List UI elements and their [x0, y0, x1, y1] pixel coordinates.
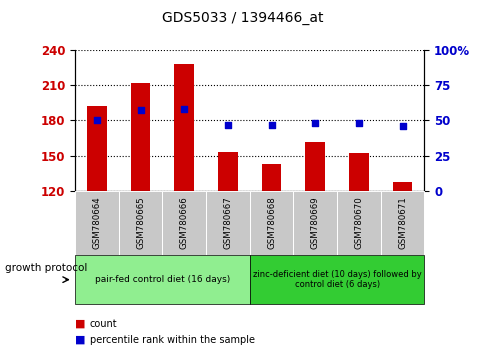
Point	[93, 118, 101, 123]
Text: GSM780669: GSM780669	[310, 197, 319, 249]
Bar	[218, 152, 237, 191]
Bar	[305, 142, 324, 191]
Bar	[87, 106, 106, 191]
Point	[311, 120, 318, 126]
Text: GSM780665: GSM780665	[136, 196, 145, 250]
Text: percentile rank within the sample: percentile rank within the sample	[90, 335, 254, 345]
Text: GSM780670: GSM780670	[354, 196, 363, 250]
Text: GSM780671: GSM780671	[397, 196, 406, 250]
Point	[267, 122, 275, 127]
Text: ■: ■	[75, 319, 86, 329]
Text: growth protocol: growth protocol	[5, 263, 87, 273]
Bar	[174, 64, 194, 191]
Text: zinc-deficient diet (10 days) followed by
control diet (6 days): zinc-deficient diet (10 days) followed b…	[252, 270, 421, 289]
Text: GSM780668: GSM780668	[267, 196, 275, 250]
Point	[398, 123, 406, 129]
Point	[224, 122, 231, 127]
Text: count: count	[90, 319, 117, 329]
Point	[136, 108, 144, 113]
Bar	[392, 182, 411, 191]
Text: GSM780664: GSM780664	[92, 196, 101, 250]
Point	[180, 106, 188, 112]
Bar	[348, 153, 368, 191]
Bar	[261, 164, 281, 191]
Bar	[131, 82, 150, 191]
Text: ■: ■	[75, 335, 86, 345]
Text: GSM780667: GSM780667	[223, 196, 232, 250]
Text: GDS5033 / 1394466_at: GDS5033 / 1394466_at	[162, 11, 322, 25]
Text: GSM780666: GSM780666	[180, 196, 188, 250]
Point	[354, 120, 362, 126]
Text: pair-fed control diet (16 days): pair-fed control diet (16 days)	[95, 275, 229, 284]
